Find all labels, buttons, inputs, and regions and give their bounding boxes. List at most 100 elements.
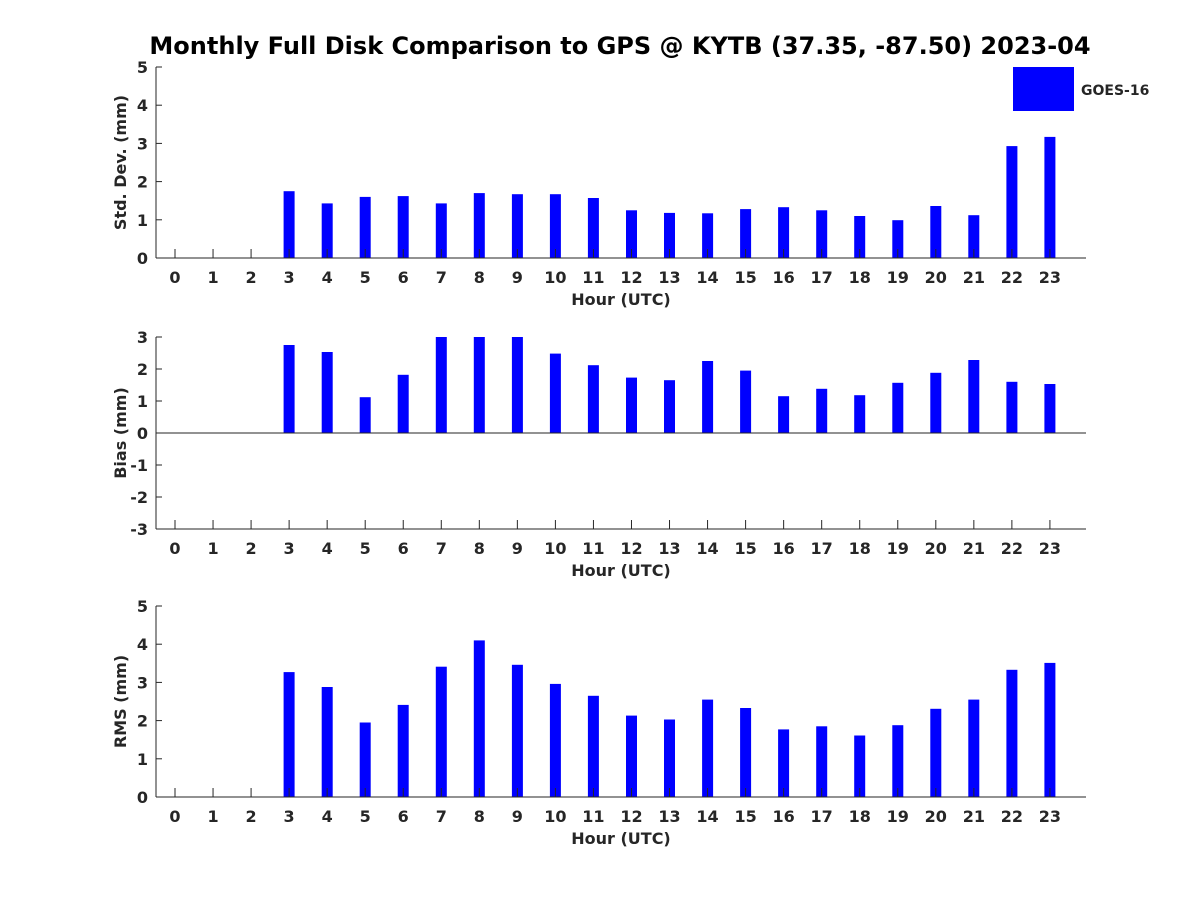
bar-hour-16	[778, 729, 790, 797]
bar-hour-20	[930, 708, 942, 797]
bar-hour-23	[1044, 662, 1056, 797]
bar-hour-21	[968, 360, 980, 433]
y-tick-label: 2	[137, 173, 148, 192]
x-tick-label: 18	[849, 539, 871, 558]
bar-hour-5	[359, 397, 371, 433]
bar-hour-11	[587, 365, 599, 433]
chart-title: Monthly Full Disk Comparison to GPS @ KY…	[149, 32, 1090, 60]
x-tick-label: 0	[169, 268, 180, 287]
x-tick-label: 7	[436, 539, 447, 558]
bar-hour-4	[321, 352, 333, 433]
bar-hour-10	[549, 353, 561, 433]
bar-hour-9	[511, 664, 523, 797]
x-tick-label: 19	[887, 539, 909, 558]
x-tick-label: 17	[811, 807, 833, 826]
x-tick-label: 12	[620, 539, 642, 558]
y-tick-label: 3	[137, 328, 148, 347]
x-tick-label: 20	[925, 539, 947, 558]
x-tick-label: 3	[284, 268, 295, 287]
y-axis-label: Std. Dev. (mm)	[111, 95, 130, 230]
legend: GOES-16	[1013, 67, 1149, 111]
x-tick-label: 5	[360, 268, 371, 287]
bar-hour-21	[968, 215, 980, 258]
x-tick-label: 9	[512, 539, 523, 558]
x-tick-label: 13	[658, 268, 680, 287]
x-tick-label: 8	[474, 807, 485, 826]
bar-hour-11	[587, 695, 599, 797]
bar-hour-5	[359, 722, 371, 797]
bar-hour-3	[283, 191, 295, 258]
bar-hour-19	[892, 725, 904, 797]
y-tick-label: 2	[137, 712, 148, 731]
y-axis-label: Bias (mm)	[111, 387, 130, 479]
y-tick-label: 5	[137, 58, 148, 77]
x-tick-label: 19	[887, 268, 909, 287]
x-tick-label: 23	[1039, 268, 1061, 287]
x-tick-label: 8	[474, 539, 485, 558]
bar-hour-13	[664, 380, 675, 433]
bar-hour-23	[1044, 136, 1056, 258]
bar-hour-12	[626, 377, 637, 433]
x-tick-label: 8	[474, 268, 485, 287]
bar-hour-12	[626, 715, 637, 797]
y-tick-label: -1	[130, 456, 148, 475]
x-tick-label: 15	[734, 807, 756, 826]
x-tick-label: 18	[849, 268, 871, 287]
y-tick-label: 1	[137, 211, 148, 230]
bar-hour-7	[435, 666, 447, 797]
bar-hour-15	[740, 708, 752, 797]
x-tick-label: 5	[360, 539, 371, 558]
y-tick-label: 5	[137, 597, 148, 616]
bar-hour-15	[740, 209, 752, 258]
x-tick-label: 10	[544, 807, 566, 826]
legend-swatch	[1013, 67, 1074, 111]
x-tick-label: 21	[963, 268, 985, 287]
bar-hour-16	[778, 207, 790, 258]
bar-hour-8	[473, 640, 485, 797]
x-tick-label: 1	[207, 807, 218, 826]
x-tick-label: 20	[925, 268, 947, 287]
x-axis-label: Hour (UTC)	[571, 290, 671, 309]
y-tick-label: 2	[137, 360, 148, 379]
bar-hour-18	[854, 216, 866, 258]
x-tick-label: 16	[773, 539, 795, 558]
x-tick-label: 10	[544, 539, 566, 558]
bar-hour-14	[702, 361, 714, 433]
bar-hour-19	[892, 220, 904, 258]
bar-hour-21	[968, 699, 980, 797]
bar-hour-17	[816, 388, 828, 433]
x-tick-label: 11	[582, 807, 604, 826]
bar-hour-10	[549, 683, 561, 797]
bar-hour-10	[549, 194, 561, 258]
x-tick-label: 18	[849, 807, 871, 826]
bar-hour-13	[664, 212, 675, 258]
x-tick-label: 10	[544, 268, 566, 287]
bar-hour-7	[435, 203, 447, 258]
bar-hour-9	[511, 194, 523, 258]
x-tick-label: 22	[1001, 539, 1023, 558]
x-tick-label: 14	[696, 539, 718, 558]
x-tick-label: 13	[658, 539, 680, 558]
bar-hour-18	[854, 395, 866, 433]
bar-hour-6	[397, 704, 409, 797]
x-tick-label: 22	[1001, 807, 1023, 826]
x-tick-label: 16	[773, 807, 795, 826]
x-tick-label: 6	[398, 807, 409, 826]
bar-hour-18	[854, 735, 866, 797]
x-axis-label: Hour (UTC)	[571, 829, 671, 848]
x-tick-label: 9	[512, 807, 523, 826]
x-tick-label: 9	[512, 268, 523, 287]
bar-hour-12	[626, 210, 637, 259]
bar-hour-4	[321, 203, 333, 258]
bar-hour-16	[778, 396, 790, 433]
bar-hour-23	[1044, 384, 1056, 433]
bar-hour-22	[1006, 669, 1018, 797]
y-tick-label: 4	[137, 635, 148, 654]
x-tick-label: 21	[963, 539, 985, 558]
bar-hour-13	[664, 719, 675, 797]
x-tick-label: 15	[734, 268, 756, 287]
bar-hour-14	[702, 213, 714, 258]
y-tick-label: 3	[137, 134, 148, 153]
